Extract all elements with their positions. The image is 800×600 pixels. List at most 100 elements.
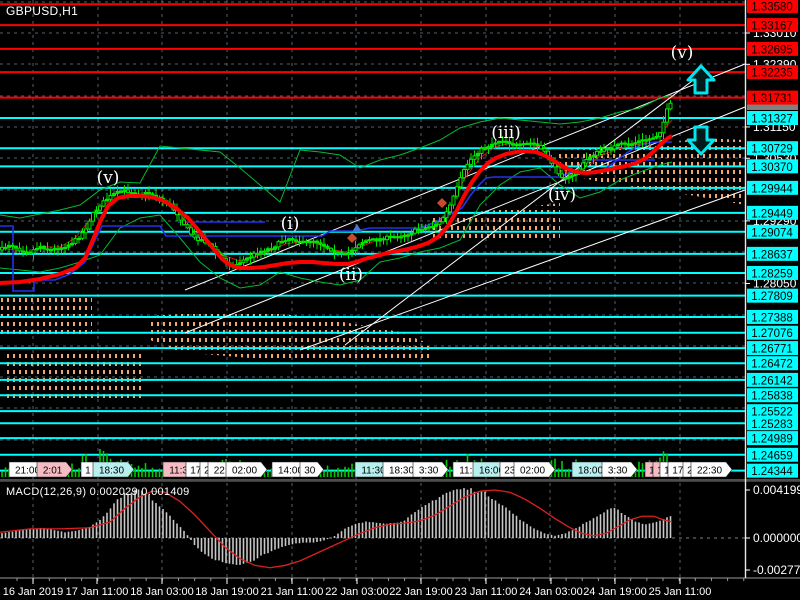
price-level-tag [747, 416, 798, 431]
svg-text:02:00: 02:00 [520, 466, 545, 477]
price-level-tag [747, 463, 798, 478]
price-level-tag [747, 341, 798, 356]
svg-text:22:30: 22:30 [697, 466, 722, 477]
price-level-tag [747, 0, 798, 13]
small-arrow-icon[interactable] [347, 233, 357, 243]
small-up-arrow-icon[interactable] [352, 224, 362, 232]
svg-text:1.33167: 1.33167 [751, 21, 793, 33]
trendline[interactable] [184, 106, 746, 334]
wave-label[interactable]: (iii) [491, 123, 521, 143]
svg-text:23: 23 [504, 466, 516, 477]
price-level-tag [747, 90, 798, 105]
object-time-tag[interactable] [36, 461, 73, 478]
price-level-tag [747, 246, 798, 261]
object-time-tag[interactable] [690, 461, 733, 478]
macd-axis-label: 0.004199 [753, 483, 800, 497]
svg-text:22:: 22: [214, 466, 228, 477]
time-axis-label: 18 Jan 03:00 [130, 586, 194, 598]
svg-text:2:01: 2:01 [43, 466, 63, 477]
upper-band-line [0, 94, 673, 219]
price-level-tag [747, 159, 798, 174]
svg-text:1.29074: 1.29074 [751, 227, 793, 239]
svg-text:1.24659: 1.24659 [751, 450, 793, 462]
ma-thick-line [0, 134, 673, 285]
wave-label[interactable]: (ii) [339, 265, 363, 285]
price-level-tag [747, 41, 798, 56]
object-time-tag[interactable] [412, 461, 449, 478]
up-arrow-icon[interactable] [686, 64, 716, 95]
svg-text:21:00: 21:00 [15, 466, 40, 477]
svg-text:1.27388: 1.27388 [751, 312, 793, 324]
svg-text:3:30: 3:30 [608, 466, 628, 477]
time-axis-label: 16 Jan 2019 [3, 586, 64, 598]
macd-axis-label: 0.000000 [753, 531, 800, 545]
wave-label[interactable]: (v) [97, 168, 120, 188]
svg-text:1.27809: 1.27809 [751, 291, 793, 303]
svg-text:11:3: 11:3 [459, 466, 478, 477]
price-level-tag [747, 372, 798, 387]
price-level-tag [747, 447, 798, 462]
svg-text:1.26472: 1.26472 [751, 359, 793, 371]
svg-text:1.24344: 1.24344 [751, 466, 793, 478]
time-axis-label: 18 Jan 19:00 [195, 586, 259, 598]
svg-text:17: 17 [672, 466, 684, 477]
time-axis-label: 24 Jan 03:00 [519, 586, 583, 598]
symbol-timeframe-label: GBPUSD,H1 [6, 4, 79, 18]
macd-indicator-label: MACD(12,26,9) 0.002029 0.001409 [6, 486, 190, 498]
svg-text:1: 1 [649, 466, 655, 477]
svg-text:1.28259: 1.28259 [751, 268, 793, 280]
trendline[interactable] [344, 74, 701, 346]
svg-text:1.25283: 1.25283 [751, 419, 793, 431]
lower-band-line [0, 161, 673, 289]
wave-label[interactable]: (i) [281, 214, 300, 234]
price-level-tag [747, 224, 798, 239]
svg-text:1.30370: 1.30370 [751, 162, 793, 174]
svg-text:1.25838: 1.25838 [751, 391, 793, 403]
price-level-tag [747, 205, 798, 220]
object-time-tag[interactable] [513, 461, 556, 478]
small-arrow-icon[interactable] [437, 198, 447, 208]
svg-text:1.31327: 1.31327 [751, 114, 793, 126]
svg-text:1.32235: 1.32235 [751, 68, 793, 80]
macd-histogram [1, 488, 672, 565]
object-time-tag[interactable] [92, 461, 135, 478]
svg-text:1.26771: 1.26771 [751, 344, 793, 356]
svg-text:1.26142: 1.26142 [751, 375, 793, 387]
svg-text:1.29944: 1.29944 [751, 183, 793, 195]
svg-text:18:30: 18:30 [99, 466, 124, 477]
svg-text:1.30729: 1.30729 [751, 144, 793, 156]
svg-text:1.33580: 1.33580 [751, 2, 793, 14]
wave-label[interactable]: (iv) [548, 185, 576, 205]
svg-text:1.27076: 1.27076 [751, 328, 793, 340]
price-level-tag [747, 180, 798, 195]
time-axis-label: 17 Jan 11:00 [66, 586, 129, 598]
object-time-tag[interactable] [601, 461, 638, 478]
price-level-tag [747, 141, 798, 156]
time-axis-label: 23 Jan 11:00 [455, 586, 518, 598]
svg-text:02:00: 02:00 [232, 466, 257, 477]
svg-text:18:30: 18:30 [389, 466, 414, 477]
price-level-tag [747, 288, 798, 303]
object-time-tag[interactable] [225, 461, 268, 478]
time-axis: 16 Jan 2019 17 Jan 11:00 18 Jan 03:00 18 Ja… [3, 578, 745, 598]
svg-text:2: 2 [687, 466, 693, 477]
trendline[interactable] [299, 189, 746, 351]
price-level-tag [747, 18, 798, 33]
svg-text:16:00: 16:00 [479, 466, 504, 477]
price-axis: 1.330101.323901.311501.305301.292901.280… [745, 0, 800, 577]
svg-text:1: 1 [664, 466, 670, 477]
price-level-tag [747, 388, 798, 403]
down-arrow-icon[interactable] [686, 125, 716, 156]
svg-text:18:00: 18:00 [578, 466, 603, 477]
time-axis-label: 22 Jan 03:00 [325, 586, 389, 598]
object-time-tag[interactable] [299, 461, 324, 478]
grid [0, 0, 745, 578]
svg-text:1.28637: 1.28637 [751, 249, 793, 261]
svg-text:11:30: 11:30 [361, 466, 386, 477]
wave-label[interactable]: (v) [671, 43, 694, 63]
svg-text:1: 1 [85, 466, 91, 477]
svg-text:1.29449: 1.29449 [751, 208, 793, 220]
price-level-tag [747, 404, 798, 419]
